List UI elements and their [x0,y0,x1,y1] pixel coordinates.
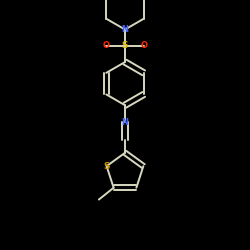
Text: O: O [102,41,109,50]
Text: S: S [104,162,110,171]
Text: O: O [141,41,148,50]
Text: S: S [122,41,128,50]
Text: N: N [122,118,128,127]
Text: N: N [122,25,128,34]
